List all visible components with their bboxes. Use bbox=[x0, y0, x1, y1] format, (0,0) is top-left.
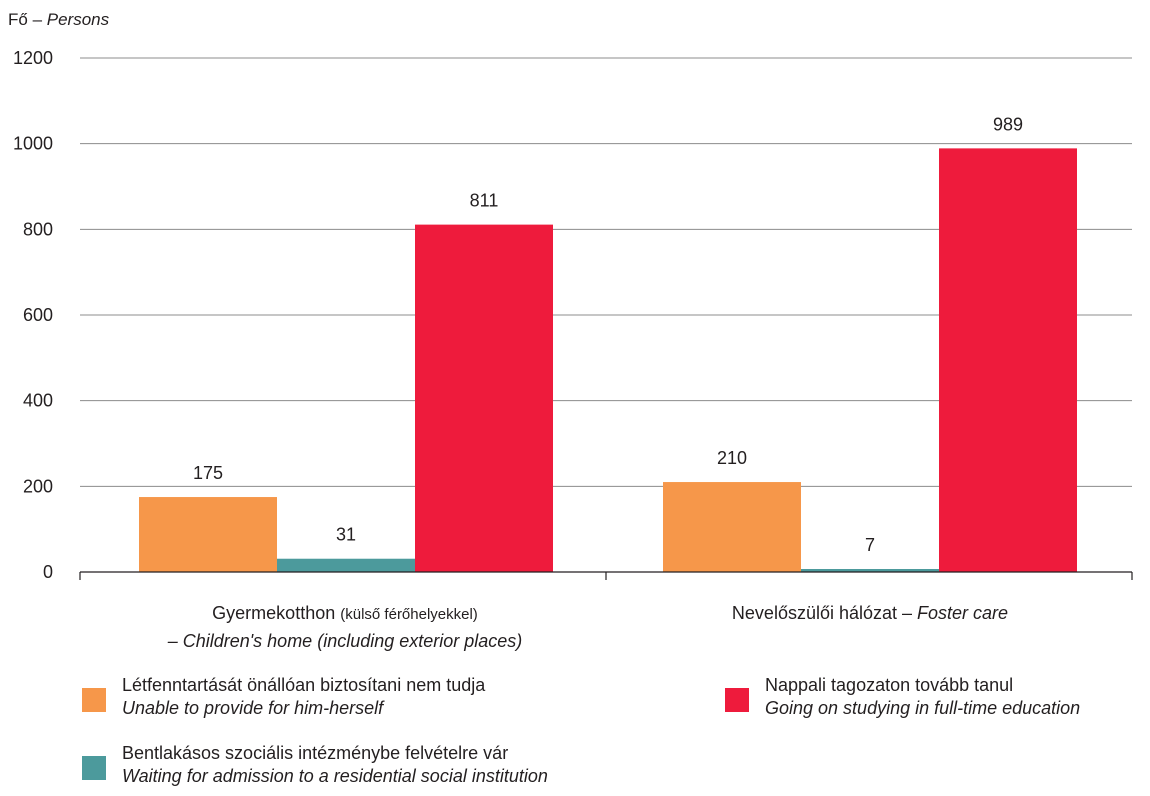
data-label-series-1-category-2: 210 bbox=[717, 448, 747, 468]
legend-item-unable-to-provide: Létfenntartását önállóan biztosítani nem… bbox=[82, 674, 485, 720]
y-tick-label: 0 bbox=[43, 562, 53, 582]
data-labels: 175 210 31 7 811 989 bbox=[193, 114, 1023, 555]
category-1-hu: Gyermekotthon bbox=[212, 603, 336, 623]
y-axis-label-en: Persons bbox=[46, 10, 110, 29]
y-tick-label: 600 bbox=[23, 305, 53, 325]
x-axis bbox=[79, 571, 1133, 580]
y-tick-label: 200 bbox=[23, 476, 53, 496]
y-axis-label-sep: – bbox=[27, 10, 47, 29]
bar-series-2-category-1 bbox=[277, 558, 415, 572]
bar-series-3-category-1 bbox=[415, 224, 553, 572]
y-tick-label: 800 bbox=[23, 219, 53, 239]
data-label-series-3-category-2: 989 bbox=[993, 114, 1023, 134]
data-label-series-1-category-1: 175 bbox=[193, 463, 223, 483]
legend-swatch-red bbox=[725, 688, 749, 712]
category-2-en: Foster care bbox=[917, 603, 1009, 623]
y-tick-label: 1200 bbox=[13, 48, 53, 68]
legend-label-en: Waiting for admission to a residential s… bbox=[122, 766, 548, 786]
legend-item-full-time-education: Nappali tagozaton tovább tanul Going on … bbox=[725, 674, 1080, 720]
data-label-series-2-category-2: 7 bbox=[865, 535, 875, 555]
data-label-series-3-category-1: 811 bbox=[470, 191, 499, 211]
legend-label-hu: Bentlakásos szociális intézménybe felvét… bbox=[122, 743, 509, 763]
legend-item-waiting-admission: Bentlakásos szociális intézménybe felvét… bbox=[82, 742, 548, 788]
y-tick-labels: 0 200 400 600 800 1000 1200 bbox=[13, 48, 53, 582]
bar-chart: 0 200 400 600 800 1000 1200 175 210 31 7 811 989 bbox=[13, 48, 1133, 582]
legend-label-en: Unable to provide for him-herself bbox=[122, 698, 384, 718]
legend-swatch-teal bbox=[82, 756, 106, 780]
legend-label-en: Going on studying in full-time education bbox=[765, 698, 1081, 718]
data-label-series-2-category-1: 31 bbox=[336, 525, 356, 545]
bars bbox=[139, 148, 1077, 572]
legend-swatch-orange bbox=[82, 688, 106, 712]
category-1-hu-note: (külső férőhelyekkel) bbox=[340, 606, 478, 623]
legend-label-hu: Nappali tagozaton tovább tanul bbox=[765, 675, 1014, 695]
y-tick-label: 1000 bbox=[13, 134, 53, 154]
y-tick-label: 400 bbox=[23, 391, 53, 411]
bar-series-3-category-2 bbox=[939, 148, 1077, 572]
category-label-childrens-home: Gyermekotthon (külső férőhelyekkel) – Ch… bbox=[150, 600, 540, 654]
bar-series-2-category-2 bbox=[801, 569, 939, 572]
y-axis-label-hu: Fő bbox=[8, 10, 28, 29]
bar-series-1-category-2 bbox=[663, 482, 801, 572]
y-axis-label: Fő – Persons bbox=[8, 10, 109, 30]
legend-label-hu: Létfenntartását önállóan biztosítani nem… bbox=[122, 675, 486, 695]
category-1-en: – Children's home (including exterior pl… bbox=[167, 631, 523, 651]
category-label-foster-care: Nevelőszülői hálózat – Foster care bbox=[665, 600, 1075, 626]
bar-series-1-category-1 bbox=[139, 497, 277, 572]
category-2-hu: Nevelőszülői hálózat – bbox=[731, 603, 918, 623]
